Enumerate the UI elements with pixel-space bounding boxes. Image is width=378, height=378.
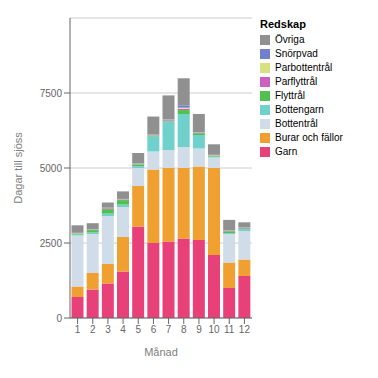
html-text:Burar och fällor: Burar och fällor bbox=[275, 132, 343, 143]
svg-text:2: 2 bbox=[90, 324, 96, 335]
svg-text:3: 3 bbox=[105, 324, 111, 335]
html-text:Bottentrål: Bottentrål bbox=[275, 118, 318, 129]
svg-text:6: 6 bbox=[151, 324, 157, 335]
svg-text:Månad: Månad bbox=[144, 346, 178, 358]
html-text:Snörpvad: Snörpvad bbox=[275, 48, 318, 59]
svg-text:Dagar till sjöss: Dagar till sjöss bbox=[12, 132, 24, 204]
html-text:Bottengarn: Bottengarn bbox=[275, 104, 324, 115]
svg-text:5000: 5000 bbox=[40, 163, 63, 174]
svg-text:0: 0 bbox=[56, 313, 62, 324]
svg-text:2500: 2500 bbox=[40, 238, 63, 249]
svg-text:12: 12 bbox=[239, 324, 251, 335]
svg-text:10: 10 bbox=[209, 324, 221, 335]
html-text:Parbottentrål: Parbottentrål bbox=[275, 62, 333, 73]
svg-text:11: 11 bbox=[224, 324, 235, 335]
svg-text:7: 7 bbox=[166, 324, 172, 335]
html-text:Garn: Garn bbox=[275, 146, 298, 157]
svg-text:8: 8 bbox=[181, 324, 187, 335]
html-text:Flyttrål: Flyttrål bbox=[275, 90, 305, 101]
html-text:Parflyttrål: Parflyttrål bbox=[275, 76, 318, 87]
svg-text:7500: 7500 bbox=[40, 88, 63, 99]
html-text:Övriga: Övriga bbox=[275, 34, 305, 45]
svg-text:5: 5 bbox=[135, 324, 141, 335]
html-text:Redskap: Redskap bbox=[260, 18, 306, 30]
svg-text:1: 1 bbox=[75, 324, 81, 335]
svg-text:9: 9 bbox=[196, 324, 202, 335]
svg-text:4: 4 bbox=[120, 324, 126, 335]
